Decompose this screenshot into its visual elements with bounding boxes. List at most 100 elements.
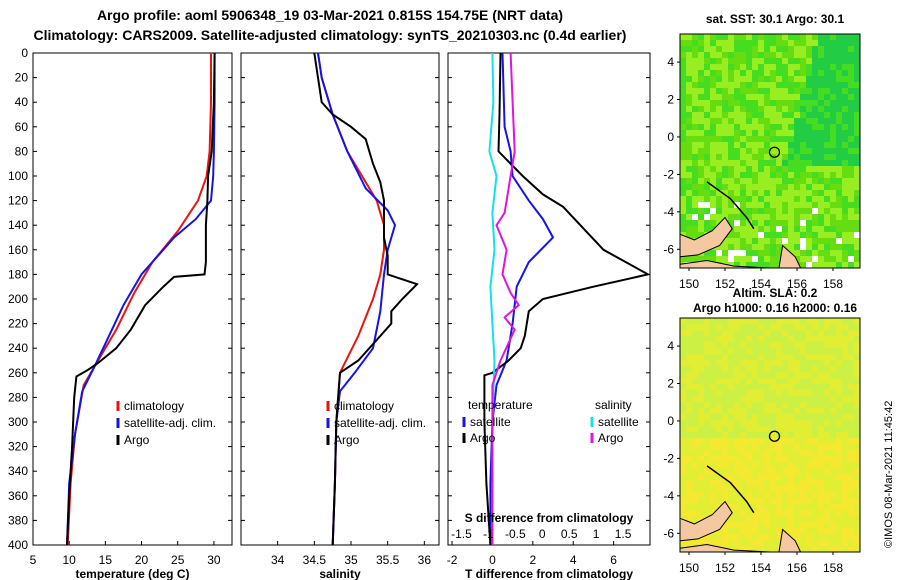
sst_map-cell [836,178,843,185]
sla_map-cell [830,474,837,481]
sst_map-cell [722,202,729,209]
sla_map-cell [824,438,831,445]
sla_map-cell [824,336,831,343]
sst_map-cell [836,232,843,239]
sst_map-cell [800,52,807,59]
sla_map-cell [686,444,693,451]
sst_map-cell [854,202,861,209]
sla_map-cell [704,402,711,409]
sla_map-cell [698,324,705,331]
sla_map-cell [848,534,855,541]
sst_map-cell [806,220,813,227]
sst_map-cell [806,154,813,161]
sla_map-cell [776,468,783,475]
sst_map-cell [776,118,783,125]
sst_map-cell [800,184,807,191]
sst_map-cell [686,118,693,125]
sst_map-cell [764,100,771,107]
sla_map-cell [716,366,723,373]
sla_map-cell [752,516,759,523]
sst_map-cell [764,238,771,245]
sla_map-cell [788,510,795,517]
sst_map-cell [818,166,825,173]
sla_map-cell [698,366,705,373]
sst_map-cell [836,124,843,131]
sst_map-cell [722,70,729,77]
sst_map-cell [806,82,813,89]
sst_map-cell [824,244,831,251]
sla_map-cell [836,408,843,415]
sla_map-cell [830,390,837,397]
sla_map-cell [842,510,849,517]
sla_map-cell [686,360,693,367]
sla_map-cell [752,492,759,499]
sla_map-cell [806,504,813,511]
sst_map-cell [818,82,825,89]
difference-s-tick-label: -0.5 [505,527,526,541]
sla_map-cell [848,540,855,547]
sst_map-cell [848,112,855,119]
sst_map-cell [740,154,747,161]
sst_map-cell [770,94,777,101]
depth-tick-label: 180 [8,267,28,281]
sla_map-cell [680,438,687,445]
sla_map-cell [692,318,699,325]
sla-map-title-1: Altim. SLA: 0.2 [732,286,818,300]
sla_map-cell [758,456,765,463]
sla_map-cell [842,492,849,499]
sst_map-cell [758,220,765,227]
sla_map-cell [818,426,825,433]
sla_map-cell [842,528,849,535]
sla_map-cell [746,342,753,349]
sst_map-cell [812,256,819,263]
sst_map-cell [704,166,711,173]
sst_map-cell [698,40,705,47]
sla_map-cell [710,390,717,397]
sst_map-cell [722,88,729,95]
sst_map-ytick-label: -4 [663,205,674,219]
sla_map-cell [698,336,705,343]
salinity-xlabel: salinity [319,567,361,580]
sla_map-cell [722,438,729,445]
difference-s-tick-label: 0.5 [561,527,578,541]
sla_map-cell [782,384,789,391]
sst_map-cell [788,178,795,185]
sla_map-cell [692,402,699,409]
sla_map-cell [812,414,819,421]
sst_map-cell [680,40,687,47]
sla_map-cell [776,534,783,541]
sst_map-cell [722,112,729,119]
sla_map-cell [680,396,687,403]
sst_map-cell [854,190,861,197]
sst_map-cell [764,256,771,263]
sla_map-cell [776,456,783,463]
sla_map-cell [758,444,765,451]
sst_map-cell [758,58,765,65]
sst_map-cell [818,76,825,83]
sst_map-cell [824,262,831,269]
sla_map-cell [818,342,825,349]
sst_map-cell [680,82,687,89]
sla_map-cell [776,378,783,385]
sst_map-cell [848,160,855,167]
sla_map-cell [686,498,693,505]
sla_map-cell [728,450,735,457]
sst_map-cell [836,58,843,65]
sla_map-cell [854,510,861,517]
sla_map-cell [734,492,741,499]
sst_map-cell [770,148,777,155]
imos-credit: ©IMOS 08-Mar-2021 11:45:42 [883,400,895,548]
sla_map-cell [854,516,861,523]
sla_map-cell [686,324,693,331]
sla_map-cell [758,384,765,391]
sst_map-cell [764,160,771,167]
sst_map-cell [680,148,687,155]
sst_map-cell [848,148,855,155]
sla_map-cell [824,450,831,457]
sst_map-cell [854,232,861,239]
sla_map-cell [698,318,705,325]
sst_map-cell [818,148,825,155]
sla_map-cell [800,408,807,415]
sst_map-cell [764,52,771,59]
